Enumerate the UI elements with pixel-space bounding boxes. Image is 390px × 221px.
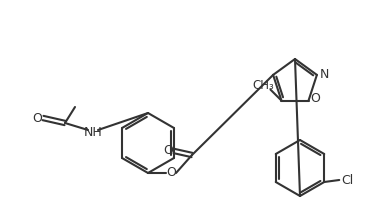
Text: N: N bbox=[320, 68, 330, 81]
Text: Cl: Cl bbox=[341, 173, 353, 187]
Text: O: O bbox=[310, 92, 321, 105]
Text: NH: NH bbox=[83, 126, 102, 139]
Text: O: O bbox=[166, 166, 176, 179]
Text: O: O bbox=[32, 112, 42, 124]
Text: CH₃: CH₃ bbox=[253, 79, 274, 92]
Text: O: O bbox=[163, 145, 173, 158]
